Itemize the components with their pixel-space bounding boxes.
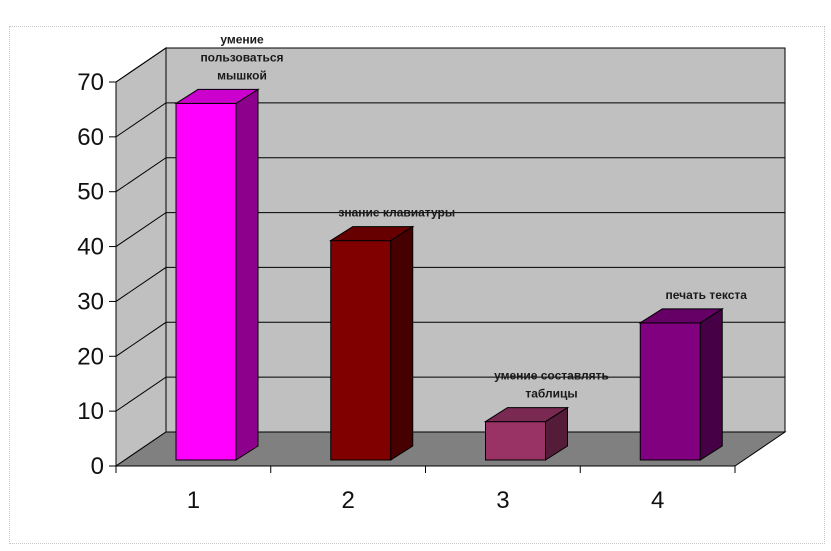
bar-annotation-line: умение: [220, 32, 264, 46]
gridline: [115, 266, 785, 302]
bar-annotation-line: мышкой: [217, 68, 267, 82]
y-tick-label: 20: [77, 343, 104, 370]
bar-side: [390, 225, 414, 461]
y-tick-label: 50: [77, 179, 104, 206]
x-tick-label: 4: [651, 487, 664, 514]
bar-annotation-line: таблицы: [525, 387, 577, 401]
chart-frame: [9, 26, 825, 544]
x-tick-label: 3: [496, 487, 509, 514]
x-tick-label: 2: [341, 487, 354, 514]
gridline: [115, 212, 785, 247]
x-axis: 1 2 3 4: [115, 465, 736, 514]
bar-annotation-line: знание клавиатуры: [338, 206, 455, 220]
gridline: [115, 102, 785, 138]
chart-walls: [114, 47, 787, 467]
bar-top: [174, 88, 260, 104]
gridlines: [115, 47, 785, 412]
y-axis: 0 10 20 30 40 50 60 70: [77, 69, 117, 480]
x-tick-label: 1: [187, 487, 200, 514]
bar-annotation-line: печать текста: [666, 288, 748, 302]
bar-top: [329, 226, 415, 242]
side-wall: [115, 47, 167, 467]
bar-annotation-line: пользоваться: [200, 50, 283, 64]
gridline: [115, 47, 785, 83]
bar-side: [235, 88, 259, 461]
gridline: [115, 376, 785, 412]
bar-top: [483, 407, 570, 423]
bar-top: [638, 308, 724, 324]
bar: [175, 102, 237, 461]
y-tick-label: 60: [77, 124, 104, 151]
y-tick-label: 70: [77, 69, 104, 96]
bar: [330, 240, 392, 461]
gridline: [115, 157, 785, 193]
bar-annotation-line: умение составлять: [494, 369, 609, 383]
y-tick-label: 0: [91, 453, 104, 480]
bar: [485, 421, 546, 461]
y-tick-label: 10: [77, 398, 104, 425]
y-tick-label: 40: [77, 234, 104, 261]
bars: [174, 88, 724, 461]
y-tick-label: 30: [77, 288, 104, 315]
gridline: [115, 321, 785, 357]
bar-side: [699, 307, 723, 461]
bar: [639, 322, 701, 461]
bar-annotations: умение пользоваться мышкой знание клавиатур…: [200, 32, 747, 400]
